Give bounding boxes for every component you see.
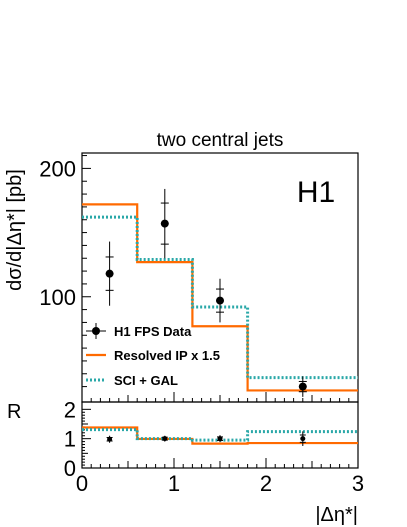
- ratio-data-point: [217, 436, 223, 442]
- ratio-tick-label: 0: [64, 456, 76, 481]
- data-point: [298, 382, 307, 391]
- ratio-axis-label: R: [7, 401, 21, 423]
- ratio-tick-label: 1: [64, 427, 76, 452]
- legend-data-marker: [92, 327, 100, 335]
- ratio-data-point: [300, 436, 306, 442]
- y-tick-label: 100: [39, 285, 76, 310]
- ratio-sci-gal-line: [82, 428, 358, 442]
- data-point: [216, 296, 224, 305]
- data-point: [160, 219, 169, 228]
- experiment-label: H1: [297, 176, 335, 209]
- ratio-plot-frame: [81, 401, 359, 469]
- x-tick-label: 3: [352, 471, 364, 496]
- ratio-data-point: [107, 436, 113, 442]
- legend: H1 FPS Data Resolved IP x 1.5 SCI + GAL: [86, 323, 220, 388]
- y-tick-label: 200: [39, 156, 76, 181]
- chart-title: two central jets: [157, 130, 284, 151]
- legend-resolved-ip-label: Resolved IP x 1.5: [114, 348, 220, 363]
- x-tick-label: 2: [260, 471, 272, 496]
- series-resolved-ip-line: [82, 203, 358, 392]
- series-sci-gal-line: [82, 215, 358, 380]
- x-tick-label: 1: [168, 471, 180, 496]
- legend-data-label: H1 FPS Data: [114, 324, 192, 339]
- data-point: [105, 269, 114, 278]
- ratio-tick-label: 2: [64, 397, 76, 422]
- y-axis-label: dσ/d|Δη*| [pb]: [4, 169, 26, 291]
- x-axis-label: |Δη*|: [315, 504, 358, 526]
- x-tick-label: 0: [76, 471, 88, 496]
- ratio-data-point: [162, 436, 168, 442]
- legend-sci-gal-label: SCI + GAL: [114, 373, 178, 388]
